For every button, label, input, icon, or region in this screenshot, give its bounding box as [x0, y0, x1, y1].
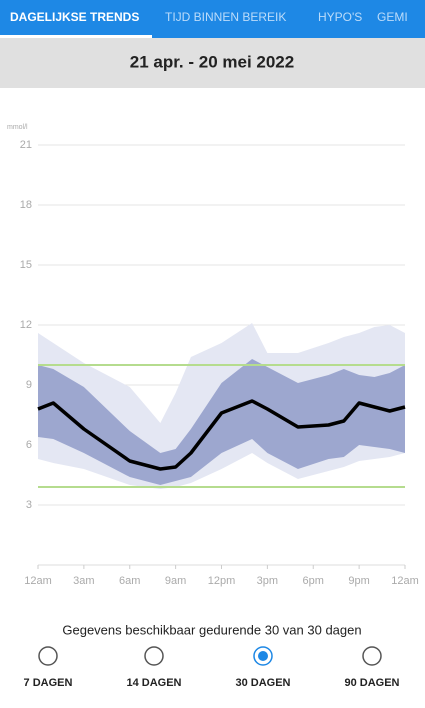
y-tick-label: 9	[26, 379, 32, 391]
range-band	[38, 359, 405, 485]
tab[interactable]: HYPO'S	[318, 10, 362, 24]
radio-button[interactable]	[144, 646, 164, 666]
x-tick-label: 12pm	[208, 575, 236, 587]
y-tick-label: 3	[26, 499, 32, 511]
tab[interactable]: GEMI	[377, 10, 408, 24]
tab[interactable]: TIJD BINNEN BEREIK	[165, 10, 286, 24]
x-tick-label: 12am	[24, 575, 52, 587]
radio-label[interactable]: 30 DAGEN	[235, 677, 290, 689]
radio-button[interactable]	[362, 646, 382, 666]
radio-button[interactable]	[38, 646, 58, 666]
radio-label[interactable]: 14 DAGEN	[126, 677, 181, 689]
date-range: 21 apr. - 20 mei 2022	[130, 52, 294, 71]
y-tick-label: 12	[20, 319, 32, 331]
radio-label[interactable]: 7 DAGEN	[24, 677, 73, 689]
x-tick-label: 3am	[73, 575, 94, 587]
y-tick-label: 6	[26, 439, 32, 451]
x-tick-label: 9pm	[348, 575, 369, 587]
x-tick-label: 9am	[165, 575, 186, 587]
y-tick-label: 18	[20, 199, 32, 211]
y-unit: mmol/l	[7, 124, 28, 131]
y-tick-label: 21	[20, 139, 32, 151]
x-tick-label: 12am	[391, 575, 419, 587]
y-tick-label: 15	[20, 259, 32, 271]
tab-bar	[0, 0, 425, 38]
tab[interactable]: DAGELIJKSE TRENDS	[10, 10, 139, 24]
radio-button[interactable]	[253, 646, 273, 666]
tab-indicator	[0, 35, 152, 38]
x-tick-label: 3pm	[257, 575, 278, 587]
availability-note: Gegevens beschikbaar gedurende 30 van 30…	[62, 622, 361, 637]
median-line	[37, 399, 406, 471]
date-bar	[0, 38, 425, 88]
x-tick-label: 6am	[119, 575, 140, 587]
x-tick-label: 6pm	[303, 575, 324, 587]
radio-dot	[258, 651, 268, 661]
radio-label[interactable]: 90 DAGEN	[344, 677, 399, 689]
